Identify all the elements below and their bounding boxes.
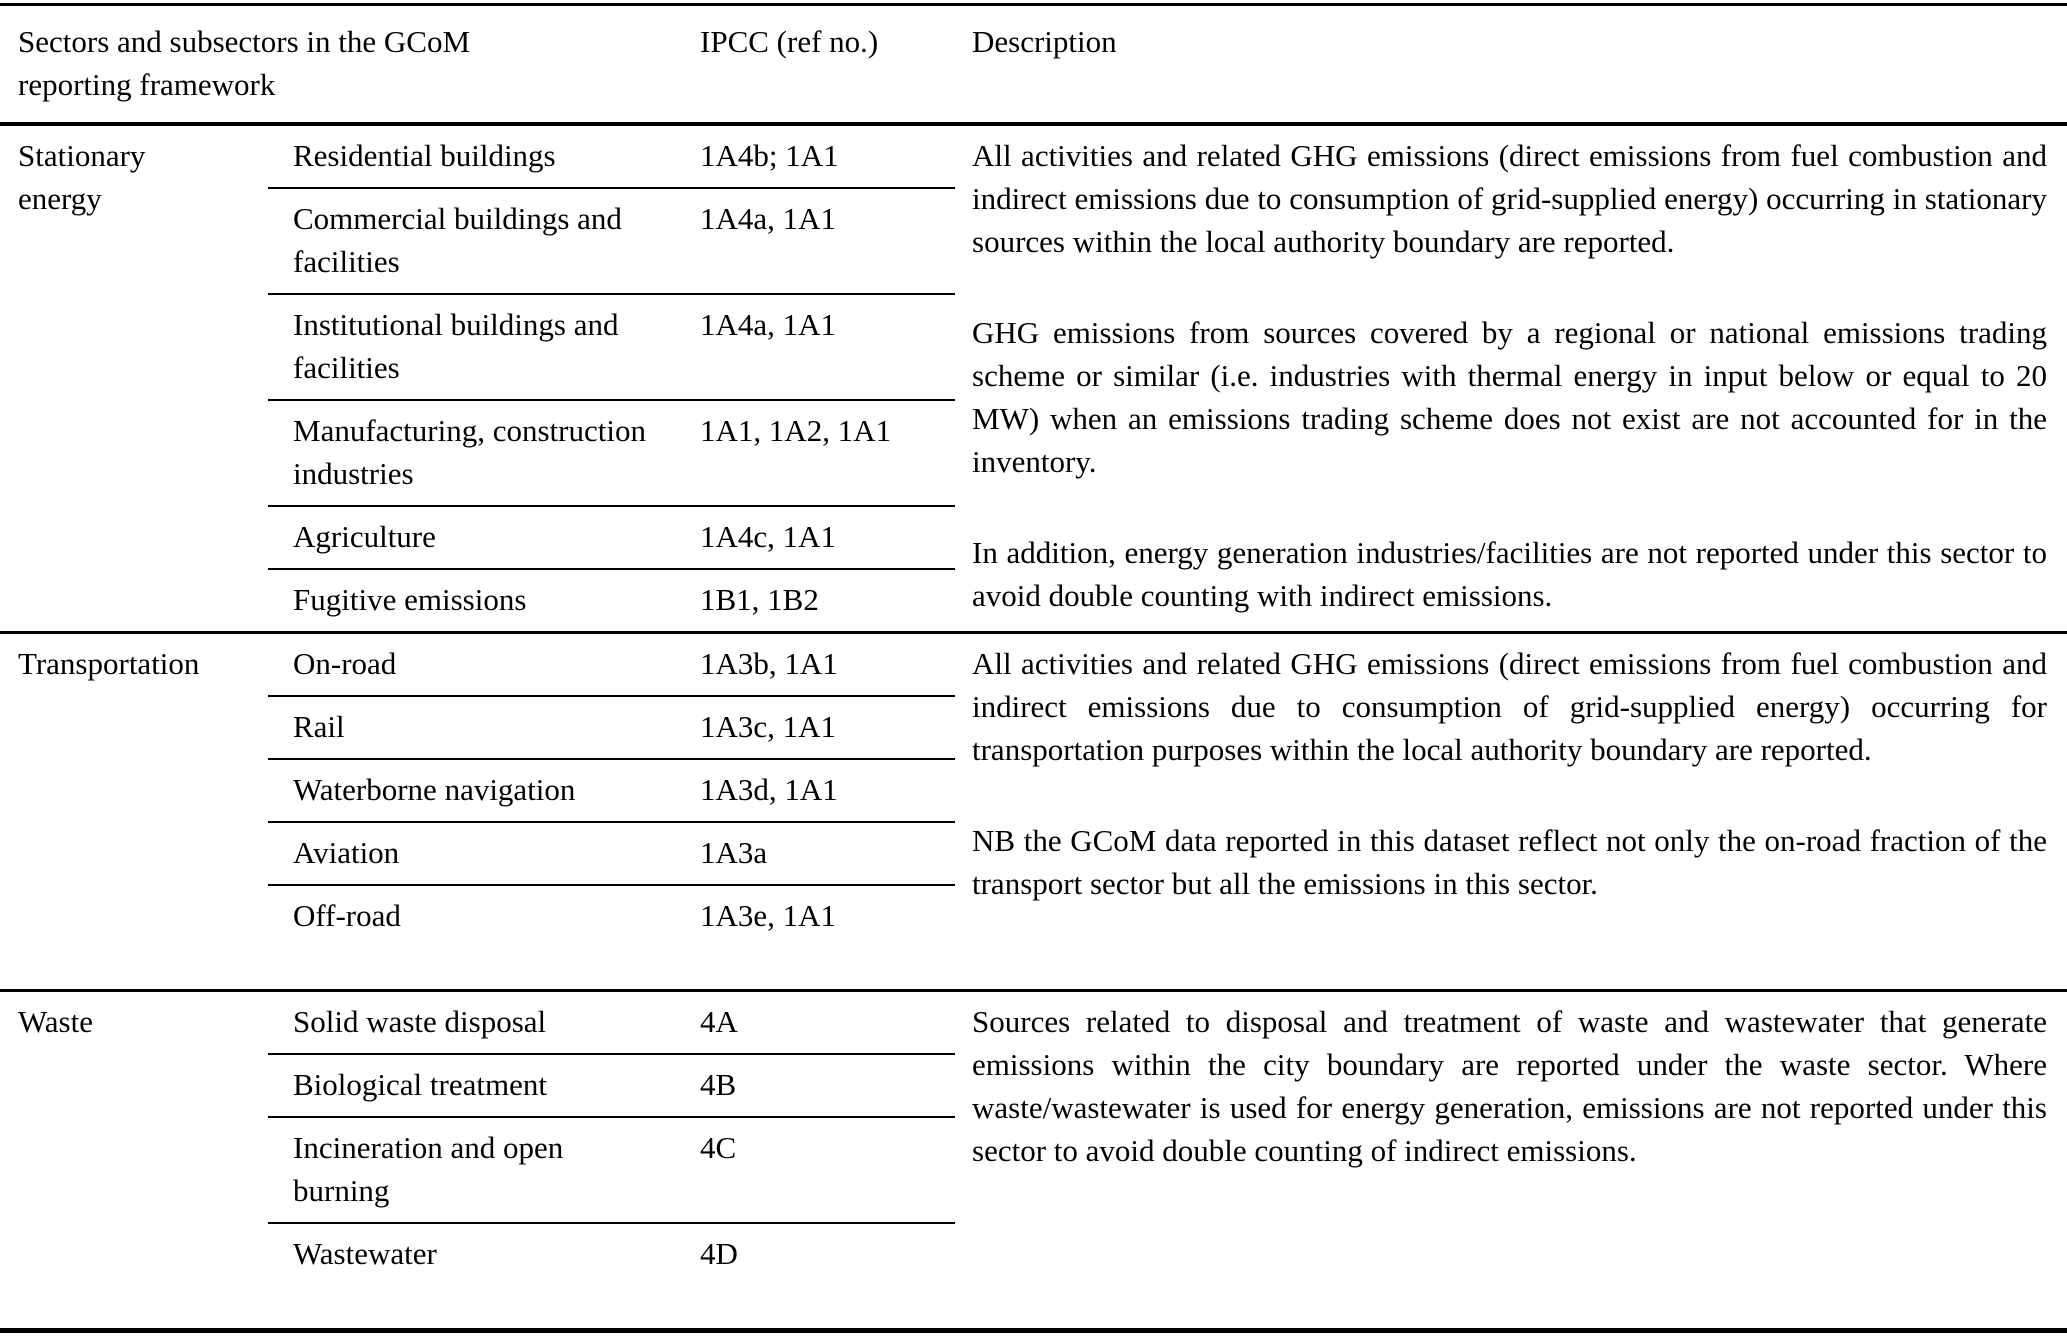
- section-stationary-energy: Stationary energy Residential buildings …: [0, 126, 2067, 631]
- subsector-cell: Institutional buildings and facilities: [293, 307, 619, 385]
- ipcc-cell: 1A4a, 1A1: [700, 307, 837, 342]
- description-paragraph: All activities and related GHG emissions…: [972, 646, 2047, 767]
- description-paragraph: In addition, energy generation industrie…: [972, 535, 2047, 613]
- ipcc-cell: 4D: [700, 1236, 738, 1271]
- description-stationary-energy: All activities and related GHG emissions…: [955, 126, 2067, 631]
- table-row: Manufacturing, construction industries 1…: [268, 401, 955, 507]
- sector-label-stationary-energy: Stationary energy: [0, 126, 268, 631]
- ipcc-cell: 1A3b, 1A1: [700, 646, 838, 681]
- subsector-rows-stationary: Residential buildings 1A4b; 1A1 Commerci…: [268, 126, 955, 631]
- section-waste: Waste Solid waste disposal 4A Biological…: [0, 989, 2067, 1305]
- ipcc-cell: 1A4b; 1A1: [700, 138, 839, 173]
- section-transportation: Transportation On-road 1A3b, 1A1 Rail 1A…: [0, 631, 2067, 989]
- sector-label-text: Stationary energy: [18, 138, 146, 216]
- table-row: Incineration and open burning 4C: [268, 1118, 955, 1224]
- table-header-row: Sectors and subsectors in the GCoM repor…: [0, 6, 2067, 126]
- sector-label-text: Transportation: [18, 646, 200, 681]
- table-row: Wastewater 4D: [268, 1224, 955, 1285]
- table-row: On-road 1A3b, 1A1: [268, 634, 955, 697]
- description-paragraph: NB the GCoM data reported in this datase…: [972, 823, 2047, 901]
- subsector-cell: Rail: [293, 709, 345, 744]
- subsector-cell: Off-road: [293, 898, 401, 933]
- ipcc-cell: 4C: [700, 1130, 737, 1165]
- table-row: Aviation 1A3a: [268, 823, 955, 886]
- ipcc-cell: 1A4c, 1A1: [700, 519, 837, 554]
- table-row: Waterborne navigation 1A3d, 1A1: [268, 760, 955, 823]
- subsector-cell: Agriculture: [293, 519, 436, 554]
- subsector-cell: Manufacturing, construction industries: [293, 413, 646, 491]
- subsector-cell: Aviation: [293, 835, 400, 870]
- sector-label-text: Waste: [18, 1004, 93, 1039]
- subsector-cell: Waterborne navigation: [293, 772, 576, 807]
- description-paragraph: Sources related to disposal and treatmen…: [972, 1004, 2047, 1168]
- description-paragraph: All activities and related GHG emissions…: [972, 138, 2047, 259]
- ipcc-cell: 1A1, 1A2, 1A1: [700, 413, 892, 448]
- ipcc-cell: 1A4a, 1A1: [700, 201, 837, 236]
- table-row: Agriculture 1A4c, 1A1: [268, 507, 955, 570]
- header-description: Description: [972, 24, 1117, 59]
- header-ipcc-ref: IPCC (ref no.): [700, 24, 879, 59]
- header-sectors-subsectors: Sectors and subsectors in the GCoM repor…: [18, 24, 471, 102]
- table-row: Residential buildings 1A4b; 1A1: [268, 126, 955, 189]
- ipcc-cell: 1A3a: [700, 835, 768, 870]
- sector-label-waste: Waste: [0, 992, 268, 1305]
- table-row: Fugitive emissions 1B1, 1B2: [268, 570, 955, 631]
- description-paragraph: GHG emissions from sources covered by a …: [972, 315, 2047, 479]
- description-transportation: All activities and related GHG emissions…: [955, 634, 2067, 989]
- subsector-cell: Wastewater: [293, 1236, 437, 1271]
- sector-label-transportation: Transportation: [0, 634, 268, 989]
- subsector-cell: On-road: [293, 646, 397, 681]
- table-row: Off-road 1A3e, 1A1: [268, 886, 955, 947]
- subsector-rows-transportation: On-road 1A3b, 1A1 Rail 1A3c, 1A1 Waterbo…: [268, 634, 955, 989]
- table-row: Solid waste disposal 4A: [268, 992, 955, 1055]
- table-row: Institutional buildings and facilities 1…: [268, 295, 955, 401]
- subsector-cell: Residential buildings: [293, 138, 556, 173]
- table-row: Commercial buildings and facilities 1A4a…: [268, 189, 955, 295]
- subsector-rows-waste: Solid waste disposal 4A Biological treat…: [268, 992, 955, 1305]
- ipcc-cell: 1A3d, 1A1: [700, 772, 838, 807]
- subsector-cell: Fugitive emissions: [293, 582, 527, 617]
- ipcc-cell: 1A3e, 1A1: [700, 898, 837, 933]
- description-waste: Sources related to disposal and treatmen…: [955, 992, 2067, 1305]
- subsector-cell: Incineration and open burning: [293, 1130, 564, 1208]
- ipcc-cell: 1A3c, 1A1: [700, 709, 837, 744]
- subsector-cell: Commercial buildings and facilities: [293, 201, 622, 279]
- ipcc-cell: 4B: [700, 1067, 737, 1102]
- table-row: Biological treatment 4B: [268, 1055, 955, 1118]
- ipcc-cell: 1B1, 1B2: [700, 582, 819, 617]
- subsector-cell: Biological treatment: [293, 1067, 547, 1102]
- table-row: Rail 1A3c, 1A1: [268, 697, 955, 760]
- gcom-sectors-table: Sectors and subsectors in the GCoM repor…: [0, 3, 2067, 1333]
- ipcc-cell: 4A: [700, 1004, 738, 1039]
- subsector-cell: Solid waste disposal: [293, 1004, 547, 1039]
